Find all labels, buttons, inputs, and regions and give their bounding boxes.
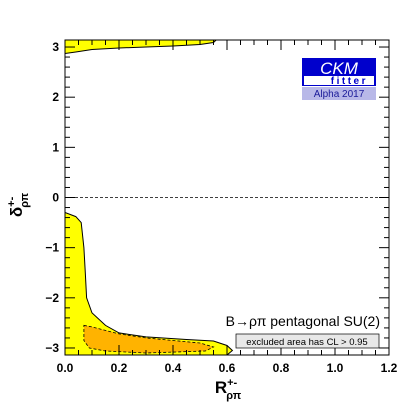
legend-box-bg <box>235 333 380 349</box>
logo-white-band <box>304 76 374 85</box>
region-inner-bottom <box>83 324 215 354</box>
chart-annotation: B→ρπ pentagonal SU(2) <box>226 313 380 329</box>
y-axis-title: δ+-ρπ <box>6 192 31 217</box>
region-outer-bottom <box>65 211 234 355</box>
x-tick-label: 0.6 <box>219 361 236 375</box>
region-outer-top <box>65 40 217 55</box>
logo-fitter-text: fitter <box>331 76 368 87</box>
x-tick-label: 0.8 <box>273 361 290 375</box>
y-tick-label: −1 <box>45 241 59 255</box>
y-tick-label: 1 <box>52 140 59 154</box>
x-tick-label: 0.4 <box>165 361 182 375</box>
y-tick-label: 0 <box>52 191 59 205</box>
x-tick-label: 1.0 <box>327 361 344 375</box>
x-tick-label: 1.2 <box>381 361 398 375</box>
legend-box-text: excluded area has CL > 0.95 <box>246 337 367 348</box>
logo-ckm-text: CKM <box>320 59 359 78</box>
legend-box: excluded area has CL > 0.95 <box>235 333 380 349</box>
y-tick-label: 3 <box>52 40 59 54</box>
ckmfitter-logo: CKM fitter Alpha 2017 <box>302 58 376 100</box>
x-tick-label: 0.0 <box>57 361 74 375</box>
y-tick-label: 2 <box>52 90 59 104</box>
y-tick-label: −2 <box>45 291 59 305</box>
logo-caption: Alpha 2017 <box>314 89 365 100</box>
ticks-layer: 0.0 0.2 0.4 0.6 0.8 1.0 1.2 −3 −2 −1 0 1 2 3 <box>45 40 398 375</box>
y-tick-label: −3 <box>45 341 59 355</box>
logo-caption-bg <box>302 87 376 100</box>
x-axis-title: R+-ρπ <box>215 377 242 402</box>
x-tick-label: 0.2 <box>111 361 128 375</box>
regions-layer <box>65 40 234 355</box>
